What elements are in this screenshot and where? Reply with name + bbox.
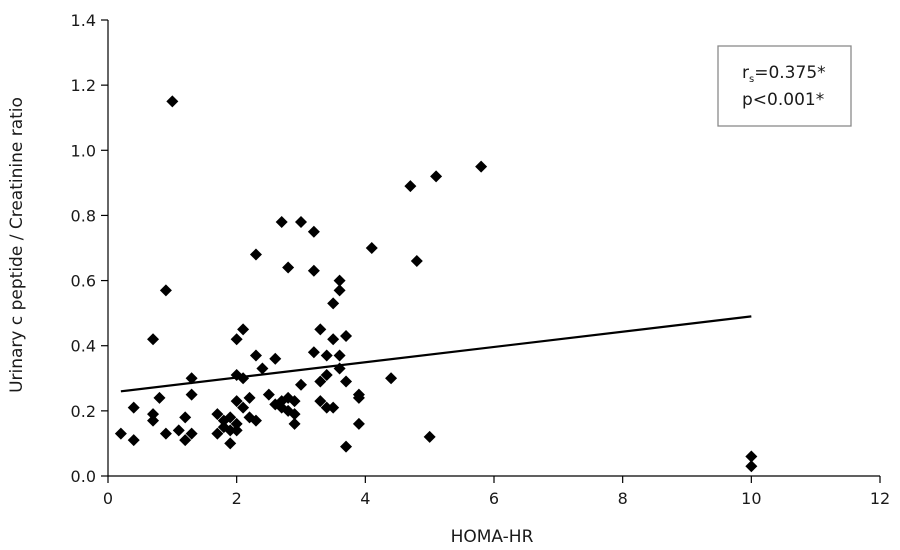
x-axis-ticks: 0 2 4 6 8 10 12 bbox=[103, 476, 890, 508]
x-tick-label: 6 bbox=[489, 489, 499, 508]
data-point bbox=[295, 215, 307, 228]
data-point bbox=[333, 362, 346, 375]
x-axis-title: HOMA-HR bbox=[451, 527, 534, 547]
data-point bbox=[179, 411, 192, 424]
data-point bbox=[320, 401, 333, 414]
data-point bbox=[237, 323, 250, 336]
data-point bbox=[179, 434, 192, 447]
x-tick-label: 0 bbox=[103, 489, 113, 508]
data-point bbox=[243, 391, 256, 404]
data-point bbox=[249, 349, 262, 362]
data-point bbox=[262, 388, 275, 401]
data-point bbox=[159, 427, 172, 440]
data-point bbox=[327, 297, 340, 310]
data-point bbox=[340, 375, 353, 388]
plot-area: 0 2 4 6 8 10 12 0.0 0.2 0.4 0.6 0.8 1.0 1.2 1.4 bbox=[71, 11, 891, 508]
p-value-label: p<0.001* bbox=[742, 90, 824, 110]
data-point bbox=[211, 408, 224, 421]
data-point bbox=[211, 427, 224, 440]
data-point bbox=[269, 352, 282, 365]
data-point bbox=[352, 391, 365, 404]
y-axis-ticks: 0.0 0.2 0.4 0.6 0.8 1.0 1.2 1.4 bbox=[71, 11, 108, 486]
data-point bbox=[256, 362, 269, 375]
data-point bbox=[327, 401, 340, 414]
data-point bbox=[224, 424, 237, 437]
data-point bbox=[159, 284, 172, 297]
data-point bbox=[147, 414, 160, 427]
data-point bbox=[237, 372, 250, 385]
data-point bbox=[224, 437, 237, 450]
data-point bbox=[340, 329, 353, 342]
data-point bbox=[320, 349, 333, 362]
data-point bbox=[288, 395, 301, 408]
data-point bbox=[185, 388, 198, 401]
data-point bbox=[172, 424, 185, 437]
data-point bbox=[147, 333, 160, 346]
data-point bbox=[295, 378, 307, 391]
data-point bbox=[410, 255, 423, 268]
data-point bbox=[340, 440, 353, 453]
data-point bbox=[430, 170, 443, 183]
data-point bbox=[249, 414, 262, 427]
y-tick-label: 0.0 bbox=[71, 467, 96, 486]
data-point bbox=[320, 369, 333, 382]
y-tick-label: 0.8 bbox=[71, 206, 96, 225]
data-point bbox=[475, 160, 488, 173]
data-point bbox=[288, 408, 301, 421]
x-tick-label: 8 bbox=[618, 489, 628, 508]
data-point bbox=[327, 333, 340, 346]
y-axis-title: Urinary c peptide / Creatinine ratio bbox=[7, 97, 27, 393]
data-point bbox=[282, 261, 295, 274]
data-point bbox=[333, 349, 346, 362]
data-point bbox=[288, 417, 301, 430]
data-point bbox=[745, 460, 758, 473]
data-point bbox=[185, 372, 198, 385]
data-point bbox=[230, 395, 243, 408]
data-point bbox=[127, 434, 140, 447]
x-tick-label: 2 bbox=[232, 489, 242, 508]
data-point bbox=[166, 95, 179, 108]
data-point bbox=[307, 346, 320, 359]
data-point bbox=[333, 274, 346, 287]
data-point bbox=[314, 375, 327, 388]
y-tick-label: 1.0 bbox=[71, 141, 96, 160]
data-point bbox=[114, 427, 127, 440]
y-tick-label: 0.6 bbox=[71, 272, 96, 291]
data-point bbox=[237, 401, 250, 414]
data-point bbox=[307, 225, 320, 238]
correlation-label: rs=0.375* bbox=[742, 63, 826, 85]
data-point bbox=[147, 408, 160, 421]
data-point bbox=[333, 284, 346, 297]
data-point bbox=[249, 248, 262, 261]
data-point bbox=[352, 417, 365, 430]
data-point bbox=[365, 242, 378, 254]
trend-line bbox=[120, 315, 752, 393]
stat-annotation-box: rs=0.375* p<0.001* bbox=[717, 45, 852, 127]
data-point bbox=[230, 333, 243, 346]
y-tick-label: 0.4 bbox=[71, 337, 96, 356]
data-point bbox=[404, 180, 417, 193]
data-point bbox=[153, 391, 166, 404]
data-point bbox=[230, 417, 243, 430]
data-point bbox=[275, 215, 288, 228]
data-point bbox=[307, 264, 320, 277]
data-point bbox=[230, 424, 243, 437]
data-point bbox=[385, 372, 398, 385]
y-tick-label: 1.2 bbox=[71, 76, 96, 95]
x-tick-label: 12 bbox=[870, 489, 890, 508]
data-point bbox=[314, 395, 327, 408]
y-tick-label: 0.2 bbox=[71, 402, 96, 421]
x-tick-label: 10 bbox=[741, 489, 761, 508]
data-point bbox=[423, 430, 436, 443]
data-point bbox=[314, 323, 327, 336]
data-point bbox=[745, 450, 758, 463]
data-point bbox=[127, 401, 140, 414]
y-tick-label: 1.4 bbox=[71, 11, 96, 30]
data-point bbox=[185, 427, 198, 440]
data-points bbox=[114, 95, 758, 473]
x-tick-label: 4 bbox=[360, 489, 370, 508]
data-point bbox=[224, 411, 237, 424]
